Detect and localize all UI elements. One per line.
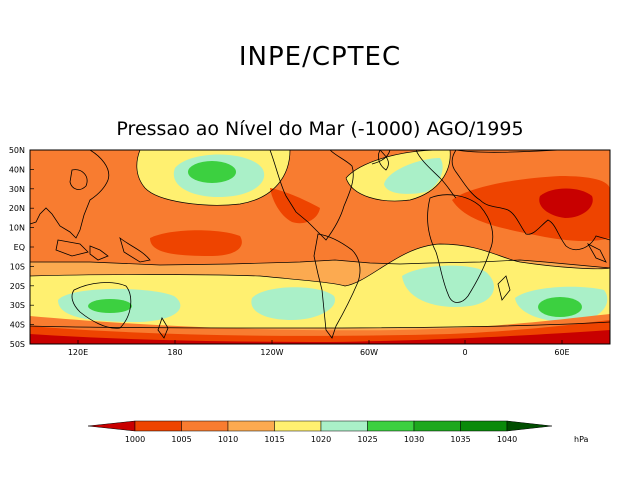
field-1030-north-pacific (188, 161, 236, 183)
legend-value: 1025 (357, 435, 377, 444)
lon-label: 60W (360, 348, 378, 357)
field-1000-asia (539, 188, 593, 218)
legend-value: 1000 (125, 435, 145, 444)
lon-label: 60E (554, 348, 569, 357)
longitude-axis: 120E 180 120W 60W 0 60E (68, 340, 570, 357)
latitude-axis: 50N 40N 30N 20N 10N EQ 10S 20S 30S 40S 50S (9, 146, 34, 349)
legend-value: 1010 (218, 435, 238, 444)
legend-swatch (320, 420, 368, 432)
field-1005-southern-ocean (30, 320, 610, 344)
lat-label: 40S (10, 321, 25, 330)
legend-value: 1015 (264, 435, 284, 444)
lat-label: 20N (9, 204, 25, 213)
lon-label: 180 (167, 348, 182, 357)
lat-label: 40N (9, 165, 25, 174)
field-1030-australia (88, 299, 132, 313)
legend-value: 1020 (311, 435, 331, 444)
contour-lines (30, 150, 610, 329)
legend-swatch (227, 420, 275, 432)
legend-swatch (134, 420, 182, 432)
field-1010-usa (270, 188, 320, 224)
lat-label: 10S (10, 262, 25, 271)
lon-label: 0 (462, 348, 467, 357)
color-legend: 1000 1005 1010 1015 1020 1025 1030 1035 1040 (87, 420, 553, 444)
pressure-field (30, 150, 610, 344)
lat-label: 10N (9, 224, 25, 233)
field-1025-azores (384, 158, 443, 194)
field-1025-south-atlantic (402, 265, 494, 307)
legend-value: 1035 (450, 435, 470, 444)
field-1025-south-pacific (251, 287, 335, 320)
lat-label: EQ (14, 243, 25, 252)
legend-swatch (413, 420, 461, 432)
lat-label: 20S (10, 282, 25, 291)
legend-value: 1005 (171, 435, 191, 444)
legend-value: 1040 (497, 435, 517, 444)
coastlines (30, 150, 610, 339)
legend-swatch (460, 420, 508, 432)
field-1010-equatorial (150, 230, 242, 256)
map-subtitle: Pressao ao Nível do Mar (-1000) AGO/1995 (116, 118, 524, 140)
lat-label: 50S (10, 340, 25, 349)
legend-swatch (274, 420, 322, 432)
lon-label: 120W (260, 348, 283, 357)
legend-swatch (367, 420, 415, 432)
legend-unit: hPa (574, 435, 589, 444)
lon-label: 120E (68, 348, 88, 357)
legend-arrow-high (506, 420, 553, 432)
legend-swatch (181, 420, 229, 432)
legend-value: 1030 (404, 435, 424, 444)
main-title: INPE/CPTEC (238, 42, 402, 72)
lat-label: 30N (9, 185, 25, 194)
lat-label: 50N (9, 146, 25, 155)
lat-label: 30S (10, 301, 25, 310)
legend-arrow-low (87, 420, 136, 432)
field-1030-indian-ocean (538, 297, 582, 317)
